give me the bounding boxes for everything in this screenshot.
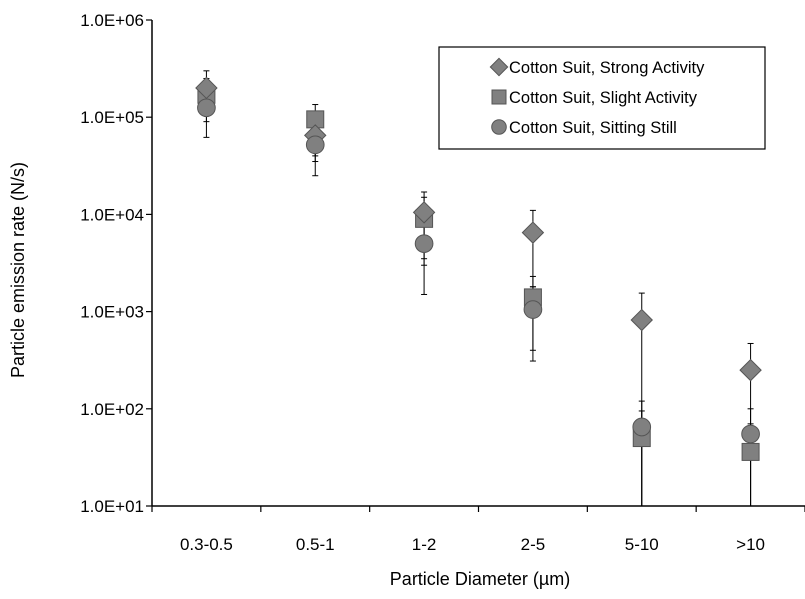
y-axis-title: Particle emission rate (N/s) (8, 162, 28, 378)
data-point-diamond (521, 221, 545, 244)
marker-layer (195, 76, 762, 461)
y-tick-label: 1.0E+06 (80, 11, 144, 30)
x-tick-label: 5-10 (625, 535, 659, 554)
x-tick-label: 1-2 (412, 535, 437, 554)
x-tick-label: 0.5-1 (296, 535, 335, 554)
legend-marker-square (491, 89, 507, 105)
x-tick-label: 2-5 (521, 535, 546, 554)
y-tick-label: 1.0E+03 (80, 303, 144, 322)
data-point-diamond (739, 358, 762, 382)
data-point-diamond (412, 201, 436, 224)
x-axis-title: Particle Diameter (µm) (390, 569, 570, 589)
data-point-circle (414, 234, 434, 254)
x-tick-label: 0.3-0.5 (180, 535, 233, 554)
y-tick-label: 1.0E+01 (80, 497, 144, 516)
legend-label: Cotton Suit, Strong Activity (509, 59, 705, 77)
y-tick-label: 1.0E+05 (80, 108, 144, 127)
data-point-circle (523, 300, 543, 319)
legend-marker-diamond (489, 57, 509, 77)
y-tick-label: 1.0E+02 (80, 400, 144, 419)
data-point-square (741, 442, 760, 461)
legend-marker-circle (491, 119, 507, 135)
data-point-circle (741, 424, 760, 444)
x-tick-label: >10 (736, 535, 765, 554)
y-tick-label: 1.0E+04 (80, 205, 144, 224)
legend-label: Cotton Suit, Slight Activity (509, 89, 698, 107)
ticks-layer: 1.0E+01 1.0E+02 1.0E+03 1.0E+04 1.0E+05 1.0E+… (80, 11, 805, 554)
legend-label: Cotton Suit, Sitting Still (509, 119, 677, 137)
data-point-circle (632, 417, 652, 437)
legend: Cotton Suit, Strong Activity Cotton Suit,… (438, 46, 766, 150)
data-point-circle (305, 135, 325, 155)
data-point-circle (197, 98, 216, 118)
data-point-diamond (630, 308, 653, 332)
